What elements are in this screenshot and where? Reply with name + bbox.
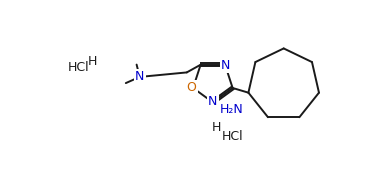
- Text: N: N: [208, 95, 218, 108]
- Text: N: N: [221, 59, 231, 72]
- Text: HCl: HCl: [221, 130, 243, 144]
- Text: N: N: [135, 70, 144, 83]
- Text: H₂N: H₂N: [220, 103, 244, 116]
- Text: H: H: [88, 55, 98, 68]
- Text: O: O: [187, 81, 196, 95]
- Text: H: H: [212, 121, 221, 134]
- Text: HCl: HCl: [68, 61, 90, 74]
